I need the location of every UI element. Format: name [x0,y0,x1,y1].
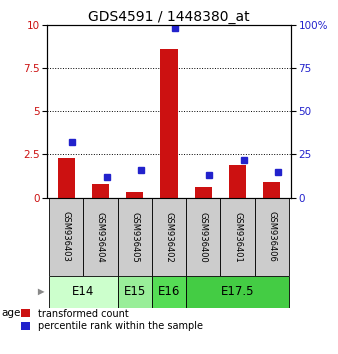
Bar [118,276,152,308]
Text: GSM936402: GSM936402 [165,212,173,262]
Text: GSM936403: GSM936403 [62,211,71,262]
Bar [83,198,118,276]
Bar [263,182,281,198]
Bar [229,165,246,198]
Text: GSM936404: GSM936404 [96,212,105,262]
Bar [57,158,75,198]
Text: E15: E15 [124,285,146,298]
Text: E17.5: E17.5 [221,285,254,298]
Text: GSM936401: GSM936401 [233,212,242,262]
Bar [220,198,255,276]
Bar [161,49,177,198]
Bar [152,276,186,308]
Bar [195,187,212,198]
Bar [49,276,118,308]
Bar [118,198,152,276]
Bar [126,193,143,198]
Bar [186,198,220,276]
Bar [92,184,109,198]
Text: E16: E16 [158,285,180,298]
Text: E14: E14 [72,285,95,298]
Bar [186,276,289,308]
Text: GSM936406: GSM936406 [267,211,276,262]
Legend: transformed count, percentile rank within the sample: transformed count, percentile rank withi… [21,309,203,331]
Bar [152,198,186,276]
Text: GSM936405: GSM936405 [130,212,139,262]
Bar [255,198,289,276]
Title: GDS4591 / 1448380_at: GDS4591 / 1448380_at [88,10,250,24]
Text: age: age [2,308,21,318]
Text: GSM936400: GSM936400 [199,212,208,262]
Bar [49,198,83,276]
